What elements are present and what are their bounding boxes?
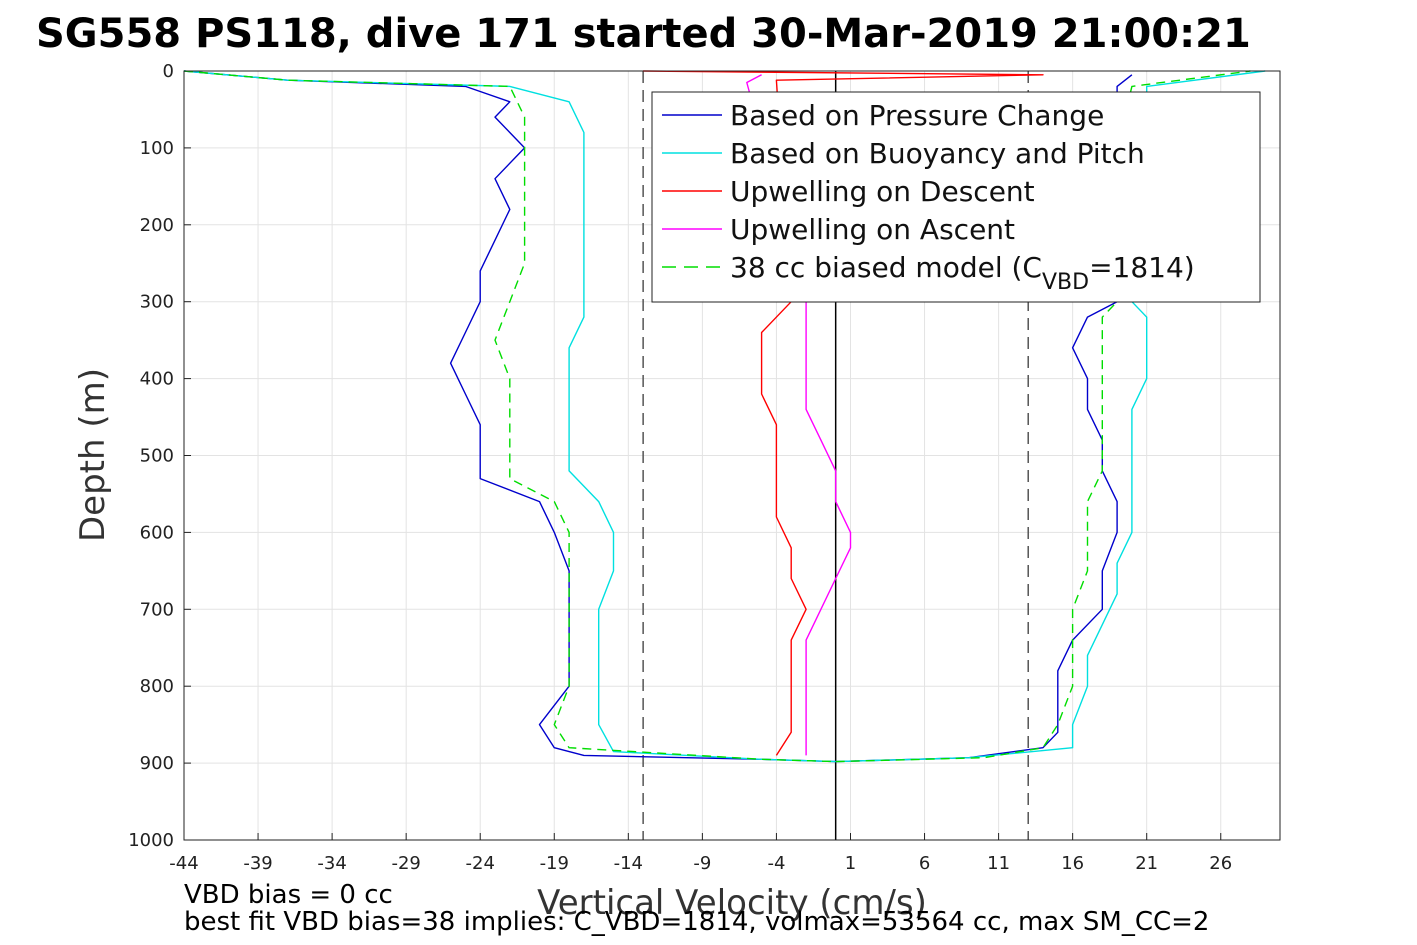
x-tick-label: -4 — [767, 853, 785, 874]
series-line-2-ascent — [835, 70, 1266, 763]
series-line-2-descent — [183, 70, 836, 763]
y-tick-label: 200 — [140, 215, 174, 236]
x-tick-label: 16 — [1061, 853, 1084, 874]
legend-label: Upwelling on Descent — [730, 175, 1035, 208]
x-tick-label: -14 — [614, 853, 643, 874]
y-tick-label: 700 — [140, 599, 174, 620]
x-tick-label: -29 — [391, 853, 420, 874]
x-axis-label: Vertical Velocity (cm/s) — [537, 883, 927, 923]
x-tick-label: 11 — [987, 853, 1010, 874]
chart-title: SG558 PS118, dive 171 started 30-Mar-201… — [36, 11, 1251, 57]
footer-line-2: best fit VBD bias=38 implies: C_VBD=1814… — [184, 907, 1209, 937]
x-tick-label: -24 — [466, 853, 495, 874]
x-tick-label: 26 — [1209, 853, 1232, 874]
y-tick-label: 600 — [140, 522, 174, 543]
y-tick-label: 400 — [140, 369, 174, 390]
x-tick-label: 1 — [845, 853, 856, 874]
x-tick-labels: -44 -39 -34 -29 -24 -19 -14 -9 -4 1 6 11 16 21 26 — [169, 833, 1232, 874]
legend: Based on Pressure Change Based on Buoyanc… — [651, 91, 1261, 303]
footer-line-1: VBD bias = 0 cc — [184, 880, 393, 910]
y-tick-label: 1000 — [128, 830, 174, 851]
series-line-5-descent — [183, 70, 836, 763]
x-tick-label: -19 — [540, 853, 569, 874]
series-line-1-descent — [183, 70, 836, 763]
series-line-4-ascent — [746, 74, 852, 756]
legend-label: 38 cc biased model (CVBD=1814) — [730, 251, 1195, 295]
x-tick-label: -9 — [693, 853, 711, 874]
legend-box — [651, 91, 1261, 303]
y-axis-label: Depth (m) — [73, 368, 113, 542]
legend-label: Upwelling on Ascent — [730, 213, 1015, 246]
y-tick-label: 0 — [163, 61, 174, 82]
y-tick-label: 300 — [140, 292, 174, 313]
y-tick-label: 100 — [140, 138, 174, 159]
y-tick-label: 800 — [140, 676, 174, 697]
series-line-5-ascent — [835, 70, 1251, 763]
x-tick-label: -44 — [169, 853, 198, 874]
x-tick-label: -34 — [317, 853, 346, 874]
x-tick-label: 6 — [919, 853, 930, 874]
legend-label: Based on Pressure Change — [730, 99, 1104, 132]
y-tick-labels: 0 100 200 300 400 500 600 700 800 900 1000 — [128, 61, 191, 851]
x-tick-label: -39 — [243, 853, 272, 874]
y-tick-label: 500 — [140, 446, 174, 467]
y-tick-label: 900 — [140, 753, 174, 774]
x-tick-label: 21 — [1135, 853, 1158, 874]
legend-label: Based on Buoyancy and Pitch — [730, 137, 1145, 170]
